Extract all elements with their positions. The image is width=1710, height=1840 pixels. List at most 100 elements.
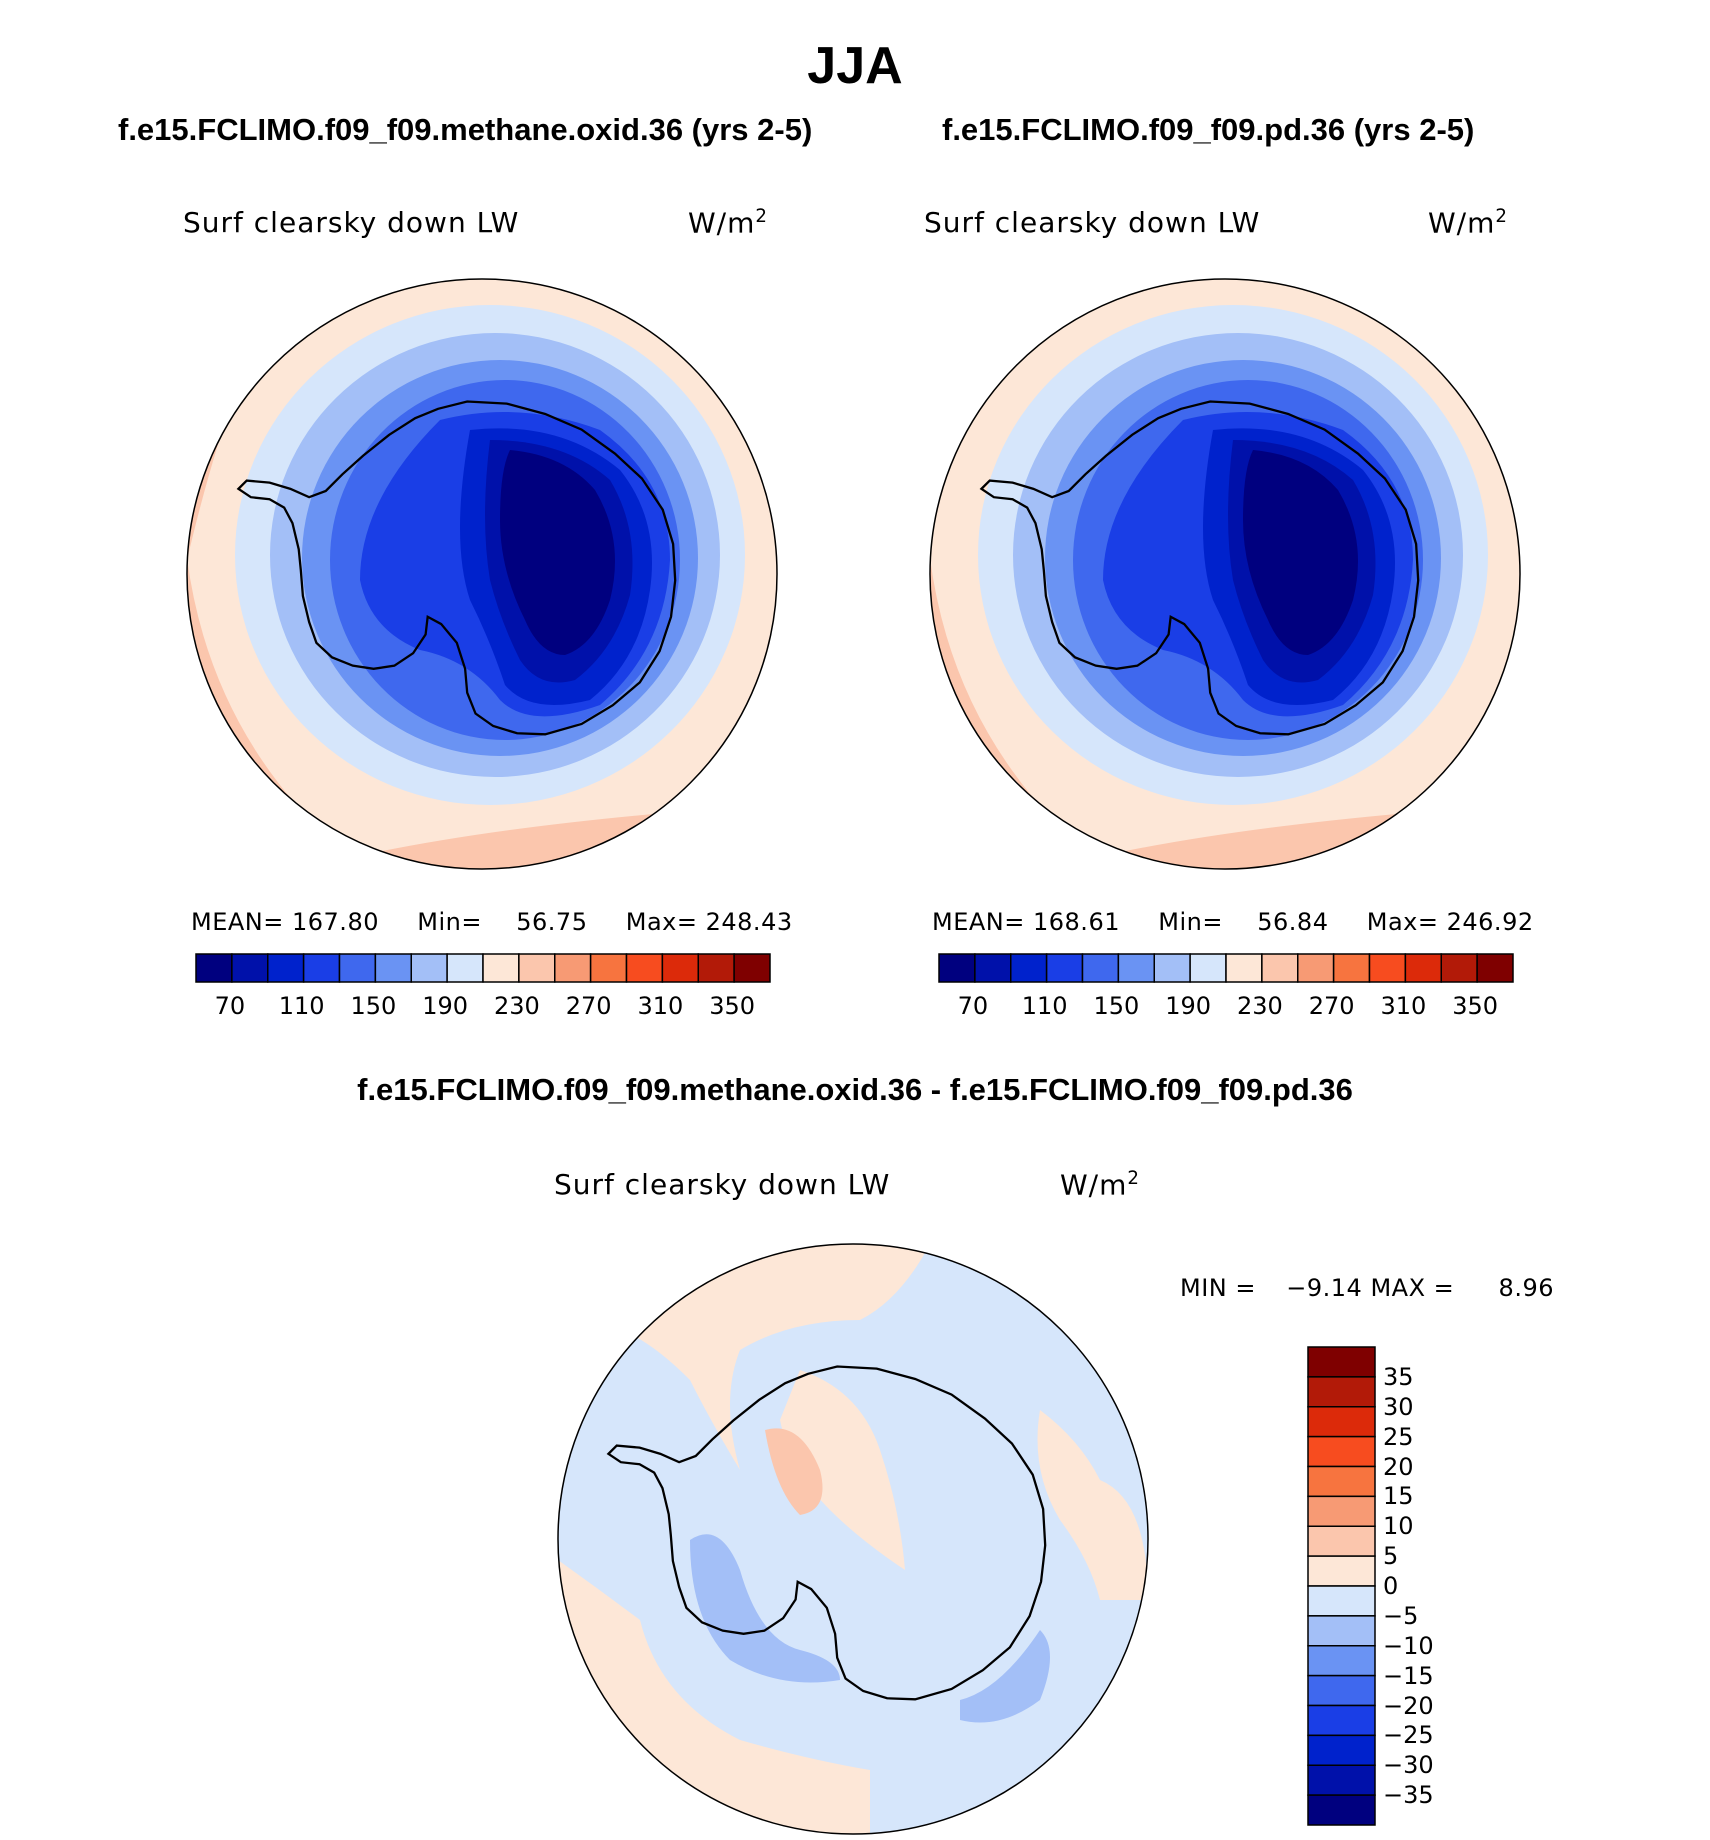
colorbar-diff-swatch [1307, 1794, 1376, 1826]
colorbar-panel-2-swatch [1440, 953, 1478, 983]
colorbar-panel-1-swatch [518, 953, 556, 983]
panel-2-min-value: 56.84 [1257, 908, 1329, 936]
colorbar-panel-2-tick-label: 150 [1093, 992, 1140, 1020]
colorbar-diff-tick-label: −20 [1383, 1691, 1434, 1720]
colorbar-diff-tick-label: 15 [1383, 1482, 1414, 1511]
colorbar-panel-1-tick-label: 310 [637, 992, 684, 1020]
colorbar-panel-1-tick-label: 110 [278, 992, 325, 1020]
diff-stats: MIN = −9.14 MAX = 8.96 [1180, 1274, 1554, 1302]
colorbar-panel-1-swatch [410, 953, 448, 983]
colorbar-panel-2-swatch [1476, 953, 1514, 983]
map3-positive-center [780, 1370, 905, 1570]
colorbar-panel-2-tick-label: 230 [1236, 992, 1283, 1020]
colorbar-panel-1-swatch [302, 953, 341, 983]
panel-2-min-label: Min= [1158, 908, 1223, 936]
colorbar-panel-1-swatch [374, 953, 412, 983]
colorbar-panel-2-swatch [1081, 953, 1120, 983]
panel-1-min-label: Min= [417, 908, 482, 936]
colorbar-diff-tick-label: −30 [1383, 1751, 1434, 1780]
colorbar-panel-1-swatch [554, 953, 592, 983]
colorbar-panel-1-swatch [589, 953, 628, 983]
diff-min-label: MIN = [1180, 1274, 1256, 1302]
diff-max-label: MAX = [1370, 1274, 1455, 1302]
colorbar-panel-2-tick-label: 350 [1452, 992, 1499, 1020]
colorbar-panel-1-tick-label: 230 [493, 992, 540, 1020]
main-title: JJA [807, 37, 903, 95]
colorbar-panel-2-tick-label: 270 [1308, 992, 1355, 1020]
colorbar-panel-1-swatch [625, 953, 664, 983]
map3-positive-strong [765, 1428, 823, 1515]
colorbar-diff-swatch [1307, 1465, 1376, 1498]
colorbar-panel-1-swatch [482, 953, 520, 983]
map3-negative-strong-1 [690, 1534, 840, 1683]
colorbar-diff-tick-label: 25 [1383, 1422, 1414, 1451]
panel-1-min-value: 56.75 [516, 908, 588, 936]
colorbar-panel-1 [195, 953, 771, 983]
colorbar-diff-swatch [1307, 1435, 1376, 1468]
colorbar-diff-swatch [1307, 1346, 1376, 1378]
colorbar-diff-swatch [1307, 1615, 1376, 1647]
colorbar-diff-tick-label: −25 [1383, 1721, 1434, 1750]
colorbar-diff-tick-label: 20 [1383, 1452, 1414, 1481]
colorbar-panel-1-swatch [338, 953, 377, 983]
diff-case-title: f.e15.FCLIMO.f09_f09.methane.oxid.36 - f… [357, 1072, 1353, 1107]
colorbar-panel-2 [938, 953, 1514, 983]
panel-2-mean-label: MEAN= [932, 908, 1025, 936]
colorbar-panel-2-swatch [974, 953, 1012, 983]
map1-border [186, 278, 778, 870]
map1-level-60 [500, 450, 615, 655]
colorbar-diff-swatch [1307, 1734, 1376, 1766]
colorbar-panel-2-swatch [1225, 953, 1263, 983]
colorbar-diff-tick-label: 5 [1383, 1542, 1399, 1571]
panel-2-max-label: Max= [1366, 908, 1439, 936]
colorbar-diff-swatch [1307, 1525, 1376, 1557]
colorbar-panel-2-swatch [1189, 953, 1227, 983]
colorbar-panel-1-tick-label: 190 [422, 992, 469, 1020]
colorbar-panel-1-swatch [267, 953, 305, 983]
map3-positive-east [1037, 1410, 1148, 1600]
panel-2-max-value: 246.92 [1446, 908, 1534, 936]
colorbar-diff-swatch [1307, 1495, 1376, 1527]
colorbar-panel-2-tick-label: 190 [1165, 992, 1212, 1020]
colorbar-diff-tick-label: 35 [1383, 1362, 1414, 1391]
panel-1-stats: MEAN= 167.80 Min= 56.75 Max= 248.43 [191, 908, 793, 936]
panel-2-mean-value: 168.61 [1033, 908, 1120, 936]
panel-2-stats: MEAN= 168.61 Min= 56.84 Max= 246.92 [932, 908, 1534, 936]
colorbar-panel-2-tick-label: 110 [1021, 992, 1068, 1020]
map-panel-2 [929, 278, 1521, 870]
colorbar-panel-1-swatch [697, 953, 735, 983]
panel-1-max-label: Max= [625, 908, 698, 936]
map-panel-1 [186, 278, 778, 870]
colorbar-panel-2-swatch [1368, 953, 1407, 983]
colorbar-panel-1-swatch [195, 953, 233, 983]
colorbar-diff-swatch [1307, 1704, 1376, 1737]
colorbar-diff-tick-label: 10 [1383, 1512, 1414, 1541]
panel-2-variable-label: Surf clearsky down LW [924, 206, 1261, 239]
panel-1-mean-value: 167.80 [292, 908, 379, 936]
colorbar-panel-2-swatch [1404, 953, 1442, 983]
colorbar-diff-tick-label: −5 [1383, 1601, 1419, 1630]
colorbar-diff-tick-label: −10 [1383, 1631, 1434, 1660]
colorbar-panel-2-swatch [1261, 953, 1299, 983]
map2-border [929, 278, 1521, 870]
panel-1-mean-label: MEAN= [191, 908, 284, 936]
diff-min-value: −9.14 [1286, 1274, 1363, 1302]
colorbar-diff-tick-label: 0 [1383, 1572, 1399, 1600]
colorbar-diff-swatch [1307, 1645, 1376, 1677]
colorbar-panel-2-swatch [938, 953, 976, 983]
colorbar-panel-1-swatch [661, 953, 699, 983]
colorbar-diff-tick-label: −15 [1383, 1661, 1434, 1690]
colorbar-panel-2-swatch [1117, 953, 1155, 983]
colorbar-diff-swatch [1307, 1674, 1376, 1707]
map-panel-diff [557, 1243, 1149, 1835]
colorbar-panel-2-tick-label: 310 [1380, 992, 1427, 1020]
colorbar-diff-swatch [1307, 1376, 1376, 1408]
colorbar-diff-tick-label: 30 [1383, 1392, 1414, 1421]
colorbar-diff-swatch [1307, 1406, 1376, 1438]
colorbar-panel-1-swatch [446, 953, 484, 983]
colorbar-panel-2-tick-label: 70 [957, 992, 989, 1020]
map2-level-60 [1243, 450, 1358, 655]
colorbar-panel-1-tick-label: 350 [709, 992, 756, 1020]
panel-2-case-title: f.e15.FCLIMO.f09_f09.pd.36 (yrs 2-5) [942, 112, 1475, 147]
